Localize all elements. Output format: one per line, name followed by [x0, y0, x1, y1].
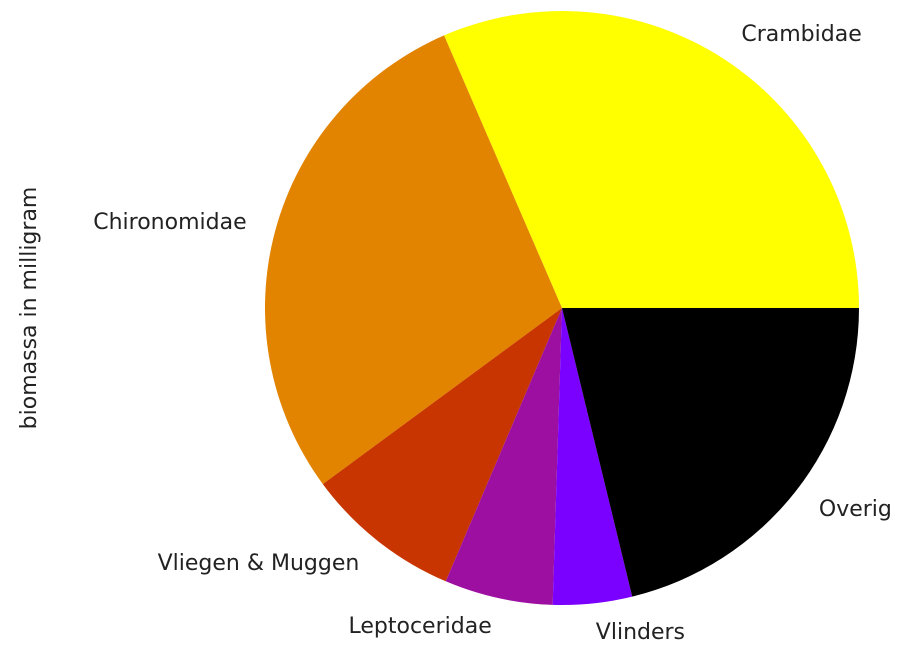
slice-label: Vliegen & Muggen	[158, 551, 360, 576]
slice-label: Vlinders	[596, 620, 685, 645]
pie-slice	[562, 308, 859, 597]
pie-slice	[264, 35, 562, 485]
slice-label: Overig	[819, 497, 892, 522]
pie-slice	[444, 11, 859, 309]
pie-slice	[552, 308, 633, 605]
y-axis-label: biomassa in milligram	[17, 187, 42, 430]
slice-label: Chironomidae	[93, 210, 246, 235]
pie-slice	[445, 308, 562, 605]
pie-slice	[322, 308, 562, 582]
slice-label: Leptoceridae	[349, 614, 492, 639]
slice-label: Crambidae	[741, 22, 861, 47]
